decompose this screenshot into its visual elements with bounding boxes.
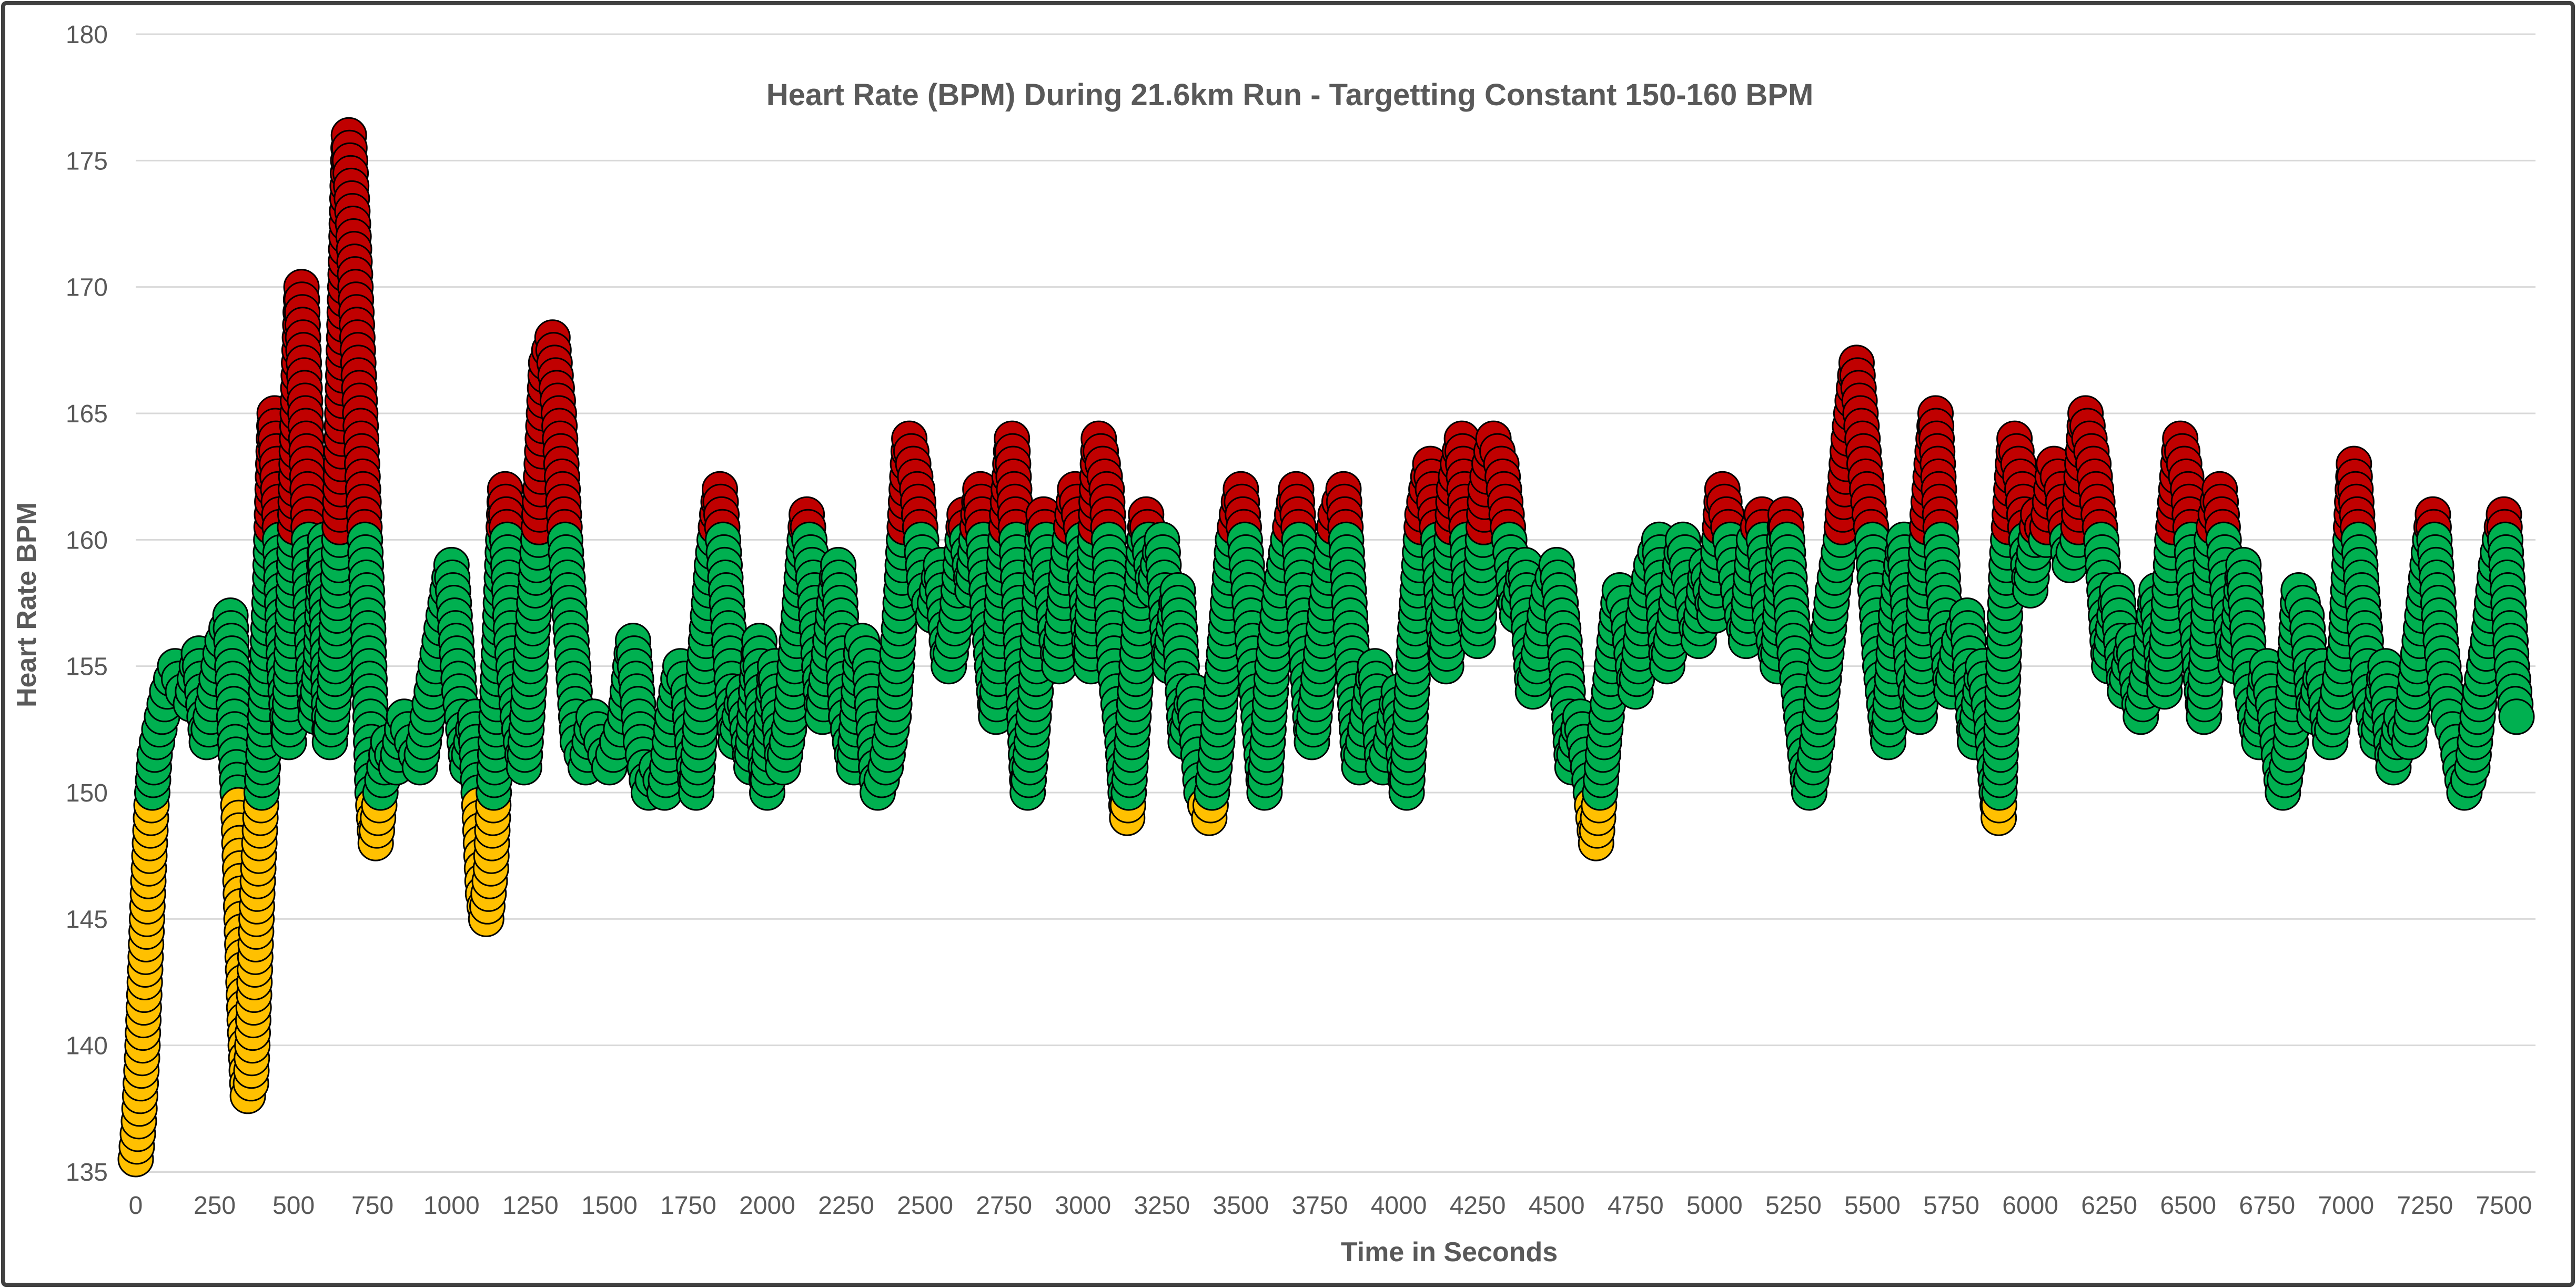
y-axis-title: Heart Rate BPM bbox=[12, 502, 42, 707]
y-tick-label: 150 bbox=[66, 779, 108, 807]
chart-title: Heart Rate (BPM) During 21.6km Run - Tar… bbox=[766, 78, 1814, 112]
x-axis-title: Time in Seconds bbox=[1341, 1237, 1558, 1267]
y-axis-tick-labels: 135 140 145 150 155 160 165 170 175 180 bbox=[66, 21, 108, 1186]
x-tick-label: 250 bbox=[194, 1192, 236, 1220]
x-tick-label: 7000 bbox=[2318, 1192, 2374, 1220]
y-tick-label: 160 bbox=[66, 526, 108, 554]
y-tick-label: 145 bbox=[66, 906, 108, 934]
x-tick-label: 4500 bbox=[1529, 1192, 1585, 1220]
x-tick-label: 500 bbox=[272, 1192, 315, 1220]
x-tick-label: 3000 bbox=[1055, 1192, 1111, 1220]
x-tick-label: 6000 bbox=[2002, 1192, 2058, 1220]
x-axis-tick-labels: 0 250 500 750 1000 1250 1500 1750 2000 2250 2500 27… bbox=[129, 1192, 2532, 1220]
x-tick-label: 5000 bbox=[1686, 1192, 1743, 1220]
x-tick-label: 5250 bbox=[1765, 1192, 1822, 1220]
y-tick-label: 175 bbox=[66, 147, 108, 175]
y-tick-label: 180 bbox=[66, 21, 108, 49]
x-tick-label: 2250 bbox=[818, 1192, 874, 1220]
x-tick-label: 750 bbox=[351, 1192, 393, 1220]
x-tick-label: 6500 bbox=[2160, 1192, 2216, 1220]
data-point bbox=[2498, 698, 2535, 735]
x-tick-label: 7500 bbox=[2476, 1192, 2532, 1220]
x-tick-label: 3250 bbox=[1134, 1192, 1190, 1220]
gridlines bbox=[136, 33, 2535, 1173]
y-tick-label: 155 bbox=[66, 653, 108, 681]
y-tick-label: 165 bbox=[66, 400, 108, 428]
x-tick-label: 5750 bbox=[1923, 1192, 1979, 1220]
x-tick-label: 2000 bbox=[739, 1192, 795, 1220]
x-tick-label: 1000 bbox=[423, 1192, 480, 1220]
x-tick-label: 2750 bbox=[976, 1192, 1032, 1220]
x-tick-label: 4250 bbox=[1450, 1192, 1506, 1220]
data-points bbox=[117, 117, 2535, 1178]
x-tick-label: 0 bbox=[129, 1192, 143, 1220]
x-tick-label: 1750 bbox=[660, 1192, 716, 1220]
x-tick-label: 3500 bbox=[1213, 1192, 1269, 1220]
x-tick-label: 5500 bbox=[1844, 1192, 1901, 1220]
x-tick-label: 1500 bbox=[581, 1192, 638, 1220]
y-tick-label: 135 bbox=[66, 1159, 108, 1186]
y-tick-label: 140 bbox=[66, 1032, 108, 1060]
y-tick-label: 170 bbox=[66, 274, 108, 302]
x-tick-label: 7250 bbox=[2397, 1192, 2453, 1220]
x-tick-label: 2500 bbox=[897, 1192, 953, 1220]
x-tick-label: 6250 bbox=[2081, 1192, 2137, 1220]
x-tick-label: 4750 bbox=[1608, 1192, 1664, 1220]
x-tick-label: 1250 bbox=[502, 1192, 559, 1220]
x-tick-label: 6750 bbox=[2239, 1192, 2295, 1220]
x-tick-label: 3750 bbox=[1292, 1192, 1348, 1220]
x-tick-label: 4000 bbox=[1371, 1192, 1427, 1220]
